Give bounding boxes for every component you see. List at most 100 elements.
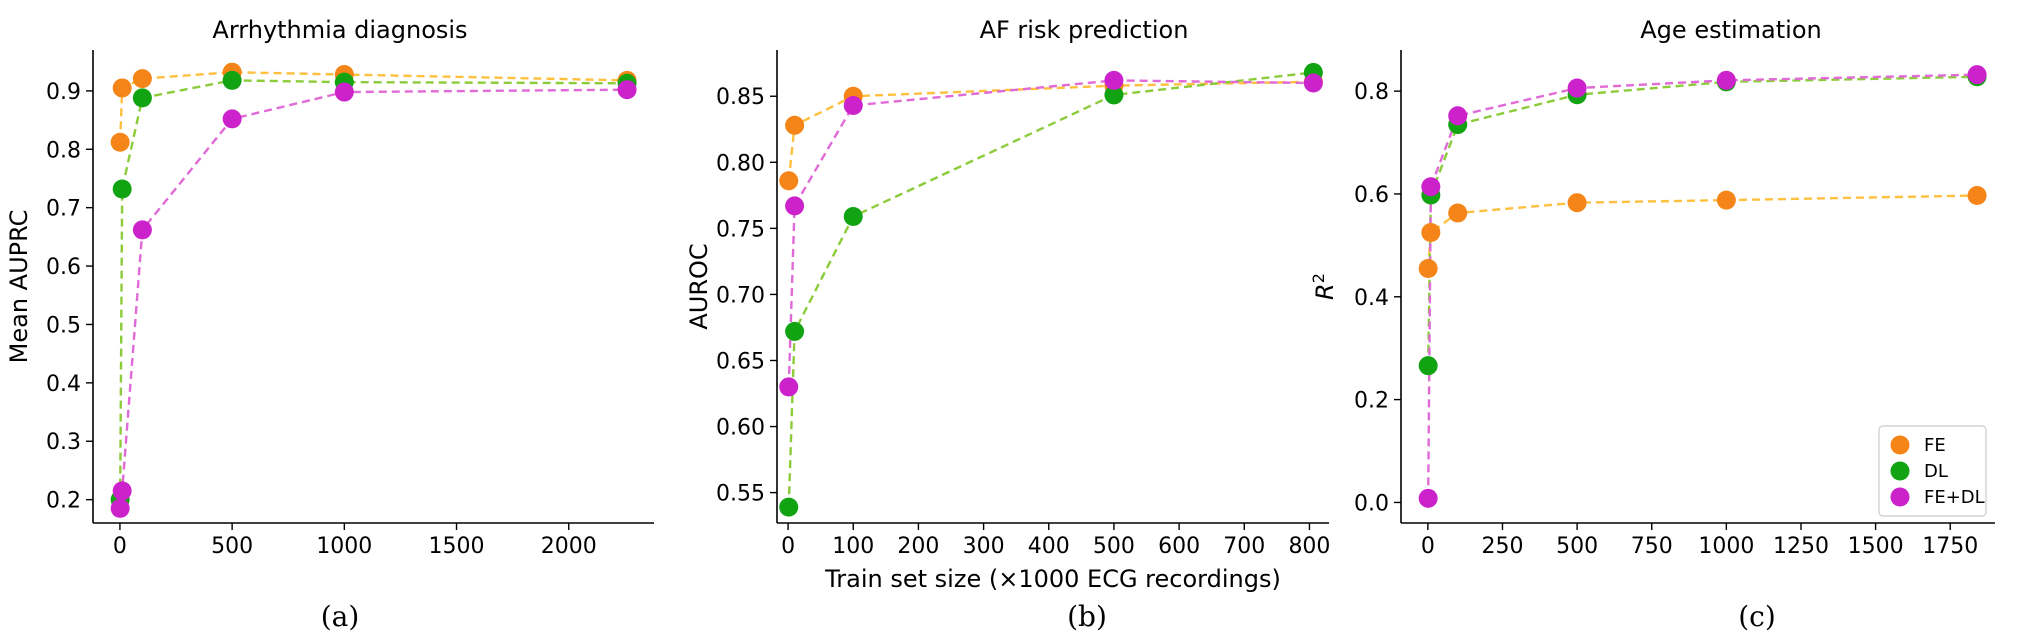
panel-2-y-tick-label: 0.80 xyxy=(716,151,765,176)
panel-1-y-tick-label: 0.3 xyxy=(46,430,81,455)
panel-2-point-feplusdl xyxy=(1303,73,1323,93)
panel-1-point-feplusdl xyxy=(334,82,354,102)
panel-2-y-tick-label: 0.55 xyxy=(716,482,765,507)
panel-1-y-label: Mean AUPRC xyxy=(5,210,33,364)
panel-1-y-tick-label: 0.2 xyxy=(46,489,81,514)
legend-marker-dl xyxy=(1890,461,1910,481)
panel-2-x-tick-label: 500 xyxy=(1093,534,1135,559)
panel-2-point-dl xyxy=(785,321,805,341)
panel-3-y-tick-label: 0.4 xyxy=(1354,286,1389,311)
panel-2-point-fe xyxy=(779,171,799,191)
panel-3-y-label: R2 xyxy=(1309,273,1339,300)
panel-1-x-tick-label: 1000 xyxy=(316,534,372,559)
panel-2-y-tick-label: 0.65 xyxy=(716,349,765,374)
panel-3-x-tick-label: 1000 xyxy=(1698,534,1754,559)
panel-2-y-tick-label: 0.75 xyxy=(716,217,765,242)
legend-label-dl: DL xyxy=(1924,461,1948,482)
panel-3-x-tick-label: 1500 xyxy=(1848,534,1904,559)
panel-1-point-feplusdl xyxy=(110,498,130,518)
panel-1-title: Arrhythmia diagnosis xyxy=(212,16,467,44)
panel-2-point-feplusdl xyxy=(843,95,863,115)
panel-2-series-line-dl xyxy=(787,71,1314,508)
panel-3-series-line-fe xyxy=(1426,194,1978,269)
panel-1-series-line-dl xyxy=(118,79,628,500)
panel-3-point-fe xyxy=(1716,190,1736,210)
panel-2-y-tick-label: 0.70 xyxy=(716,283,765,308)
panel-1-x-tick-label: 1500 xyxy=(429,534,485,559)
panel-2-x-tick-label: 800 xyxy=(1288,534,1330,559)
panel-2-point-feplusdl xyxy=(779,377,799,397)
panel-2-x-tick-label: 400 xyxy=(1028,534,1070,559)
panel-2-point-feplusdl xyxy=(785,196,805,216)
panel-3-point-fe xyxy=(1567,193,1587,213)
panel-3-x-tick-label: 250 xyxy=(1481,534,1523,559)
panel-1-y-tick-label: 0.6 xyxy=(46,255,81,280)
panel-3-caption: (c) xyxy=(1738,600,1776,633)
panel-3-point-feplusdl xyxy=(1448,106,1468,126)
panel-1-y-tick-label: 0.7 xyxy=(46,197,81,222)
panel-3-y-tick-label: 0.8 xyxy=(1354,80,1389,105)
panel-3-point-feplusdl xyxy=(1418,488,1438,508)
panel-3-title: Age estimation xyxy=(1640,16,1821,44)
panel-1-point-feplusdl xyxy=(222,109,242,129)
panel-2-x-tick-label: 700 xyxy=(1223,534,1265,559)
panel-2-x-tick-label: 200 xyxy=(897,534,939,559)
panel-2-point-dl xyxy=(843,206,863,226)
panel-3-y-tick-label: 0.0 xyxy=(1354,491,1389,516)
panel-2-y-tick-label: 0.60 xyxy=(716,416,765,441)
panel-3-x-tick-label: 1750 xyxy=(1922,534,1978,559)
legend-label-feplusdl: FE+DL xyxy=(1924,487,1985,508)
panel-2-point-fe xyxy=(785,115,805,135)
panel-2-series-line-fe xyxy=(787,80,1314,181)
panel-2-x-tick-label: 0 xyxy=(781,534,795,559)
panel-1-point-dl xyxy=(222,70,242,90)
panel-1-point-fe xyxy=(132,69,152,89)
panel-3-point-feplusdl xyxy=(1567,78,1587,98)
panel-2-point-dl xyxy=(1104,85,1124,105)
panel-3-point-feplusdl xyxy=(1967,65,1987,85)
legend-label-fe: FE xyxy=(1924,435,1946,456)
panel-1-x-tick-label: 2000 xyxy=(541,534,597,559)
panel-2-y-tick-label: 0.85 xyxy=(716,85,765,110)
panel-3-point-fe xyxy=(1421,223,1441,243)
panel-1-y-tick-label: 0.9 xyxy=(46,80,81,105)
panel-3-y-label-superscript: 2 xyxy=(1309,273,1328,283)
panel-1-x-tick-label: 0 xyxy=(113,534,127,559)
panel-1-point-fe xyxy=(110,132,130,152)
panel-1-y-tick-label: 0.5 xyxy=(46,313,81,338)
panel-3-x-tick-label: 750 xyxy=(1631,534,1673,559)
panel-1-series-line-feplusdl xyxy=(118,88,628,509)
panel-3-y-tick-label: 0.2 xyxy=(1354,389,1389,414)
panel-3-y-tick-label: 0.6 xyxy=(1354,183,1389,208)
panel-2-caption: (b) xyxy=(1067,600,1107,633)
panel-2-point-dl xyxy=(779,497,799,517)
panel-1-point-feplusdl xyxy=(617,80,637,100)
legend-marker-fe xyxy=(1890,435,1910,455)
panel-1-point-fe xyxy=(112,78,132,98)
panel-2-x-tick-label: 300 xyxy=(963,534,1005,559)
panel-3-point-fe xyxy=(1967,185,1987,205)
panel-1-series-line-fe xyxy=(118,70,628,143)
panel-1-point-dl xyxy=(112,179,132,199)
panel-1-y-tick-label: 0.4 xyxy=(46,372,81,397)
panel-2-title: AF risk prediction xyxy=(980,16,1189,44)
panel-1-point-feplusdl xyxy=(132,220,152,240)
panel-1-x-tick-label: 500 xyxy=(211,534,253,559)
panel-2-y-label: AUROC xyxy=(685,243,713,329)
panel-3-point-feplusdl xyxy=(1716,70,1736,90)
panel-3-x-tick-label: 500 xyxy=(1556,534,1598,559)
panel-3-x-tick-label: 1250 xyxy=(1773,534,1829,559)
panel-3-x-tick-label: 0 xyxy=(1421,534,1435,559)
panel-1-point-dl xyxy=(132,88,152,108)
panel-1-y-tick-label: 0.8 xyxy=(46,138,81,163)
panel-1-point-feplusdl xyxy=(112,481,132,501)
panel-2-series-line-feplusdl xyxy=(787,79,1314,387)
panel-2-x-tick-label: 100 xyxy=(832,534,874,559)
panel-3-point-fe xyxy=(1448,203,1468,223)
legend-marker-feplusdl xyxy=(1890,487,1910,507)
panel-3-series-line-dl xyxy=(1426,75,1978,366)
panel-2-x-label: Train set size (×1000 ECG recordings) xyxy=(824,565,1281,593)
panel-2-point-feplusdl xyxy=(1104,70,1124,90)
